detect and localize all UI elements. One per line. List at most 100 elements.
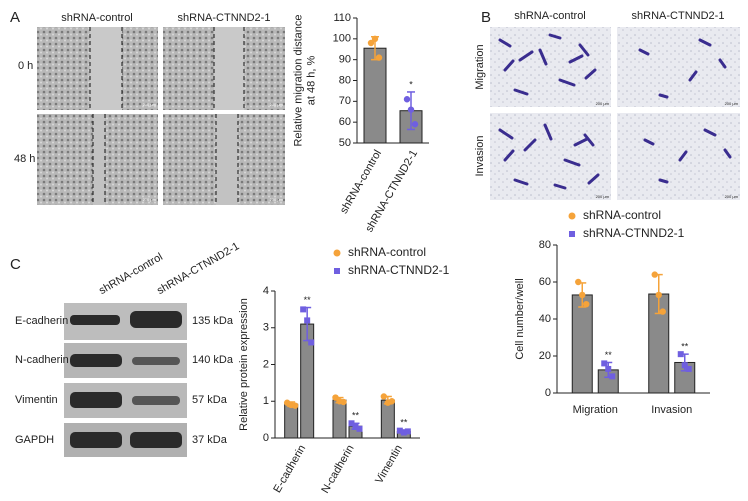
data-point — [308, 339, 315, 346]
y-tick-label: 100 — [333, 33, 351, 45]
scale-bar-label: 200 μm — [725, 194, 739, 199]
data-point — [609, 373, 616, 380]
data-point — [655, 291, 662, 299]
y-tick-label: 110 — [333, 12, 351, 24]
column-label: shRNA-CTNND2-1 — [178, 12, 271, 24]
blot-size-label: 140 kDa — [192, 354, 234, 366]
data-point — [380, 393, 388, 400]
y-tick-label: 60 — [539, 276, 551, 288]
data-point — [605, 365, 612, 372]
panel-label: B — [481, 9, 491, 26]
significance-label: * — [409, 79, 413, 89]
y-tick-label: 40 — [539, 313, 551, 325]
data-point — [583, 301, 590, 308]
data-point — [403, 96, 411, 103]
x-tick-label: Vimentin — [373, 443, 405, 486]
data-point — [404, 428, 411, 435]
scale-bar-label: 200 μm — [143, 102, 157, 107]
y-tick-label: 90 — [339, 54, 351, 66]
column-label: shRNA-CTNND2-1 — [632, 10, 725, 22]
data-point — [348, 420, 355, 427]
row-label: 0 h — [18, 60, 33, 72]
blot-size-label: 37 kDa — [192, 434, 228, 446]
data-point — [356, 425, 363, 432]
bar — [363, 47, 387, 144]
legend-label: shRNA-control — [348, 245, 426, 259]
panel-a-images — [37, 27, 285, 205]
x-tick-label: Migration — [573, 404, 618, 416]
data-point — [411, 121, 419, 128]
significance-label: ** — [681, 342, 689, 352]
y-axis-label: Cell number/well — [514, 278, 526, 359]
x-tick-label: N-cadherin — [319, 443, 356, 496]
scale-bar-label: 200 μm — [143, 197, 157, 202]
legend-label: shRNA-CTNND2-1 — [348, 263, 450, 277]
scale-bar-label: 200 μm — [725, 101, 739, 106]
legend-label: shRNA-CTNND2-1 — [583, 226, 685, 240]
column-label: shRNA-control — [514, 10, 586, 22]
panel-label: C — [10, 256, 21, 273]
y-tick-label: 80 — [539, 239, 551, 251]
column-label: shRNA-CTNND2-1 — [155, 240, 241, 297]
row-label: 48 h — [14, 153, 35, 165]
legend-marker — [334, 268, 340, 274]
y-axis-label: Relative protein expression — [238, 298, 250, 431]
blot-size-label: 57 kDa — [192, 394, 228, 406]
data-point — [579, 291, 586, 299]
row-label: Migration — [474, 44, 486, 89]
data-point — [677, 351, 684, 358]
data-point — [685, 365, 692, 372]
significance-label: ** — [352, 411, 360, 421]
data-point — [291, 402, 299, 409]
y-tick-label: 3 — [263, 322, 269, 334]
bar — [571, 294, 593, 394]
data-point — [575, 278, 582, 286]
data-point — [371, 35, 379, 43]
significance-label: ** — [304, 295, 312, 305]
blot-row-label: GAPDH — [15, 434, 54, 446]
y-tick-label: 20 — [539, 350, 551, 362]
data-point — [367, 39, 375, 47]
bar — [332, 399, 347, 439]
y-tick-label: 50 — [339, 137, 351, 149]
data-point — [388, 398, 396, 405]
significance-label: ** — [605, 350, 613, 360]
blot-row-label: E-cadherin — [15, 315, 68, 327]
blot-size-label: 135 kDa — [192, 315, 234, 327]
data-point — [340, 398, 347, 406]
data-point — [681, 362, 688, 369]
blot-row-label: N-cadherin — [15, 354, 69, 366]
data-point — [407, 106, 415, 113]
scale-bar-label: 200 μm — [596, 101, 610, 106]
legend-marker — [568, 212, 576, 220]
data-point — [601, 360, 608, 367]
data-point — [304, 317, 311, 324]
y-tick-label: 70 — [339, 95, 351, 107]
bar — [284, 403, 299, 439]
y-tick-label: 0 — [545, 387, 551, 399]
x-tick-label: E-cadherin — [271, 443, 308, 495]
scale-bar-label: 200 μm — [270, 102, 284, 107]
western-blot — [64, 303, 187, 457]
y-tick-label: 1 — [263, 395, 269, 407]
data-point — [651, 271, 658, 278]
blot-row-label: Vimentin — [15, 394, 58, 406]
y-axis-label: Relative migration distance — [292, 14, 304, 146]
row-label: Invasion — [474, 136, 486, 177]
y-tick-label: 80 — [339, 74, 351, 86]
legend-marker — [333, 249, 341, 257]
y-tick-label: 60 — [339, 116, 351, 128]
data-point — [400, 429, 407, 436]
data-point — [352, 423, 359, 430]
x-tick-label: Invasion — [651, 404, 692, 416]
y-tick-label: 0 — [263, 432, 269, 444]
scale-bar-label: 200 μm — [270, 197, 284, 202]
data-point — [659, 308, 666, 315]
column-label: shRNA-control — [97, 251, 165, 297]
data-point — [375, 54, 383, 61]
y-tick-label: 2 — [263, 358, 269, 370]
y-tick-label: 4 — [263, 285, 269, 297]
y-axis-label: at 48 h, % — [305, 56, 317, 106]
legend-label: shRNA-control — [583, 208, 661, 222]
